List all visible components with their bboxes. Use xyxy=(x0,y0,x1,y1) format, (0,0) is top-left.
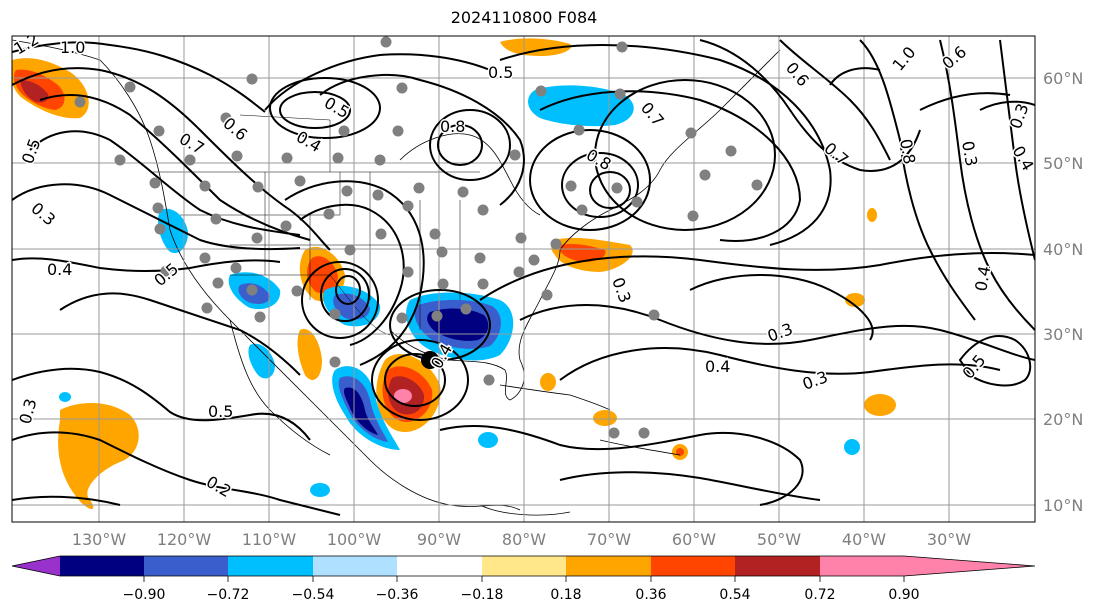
colorbar-underflow-triangle xyxy=(12,556,60,576)
contour-label: 0.8 xyxy=(440,117,465,136)
lon-label: 40°W xyxy=(842,530,886,549)
chart-title: 2024110800 F084 xyxy=(450,8,598,27)
colorbar-tick-label: −0.36 xyxy=(376,587,419,603)
colorbar-segment xyxy=(566,556,651,576)
colorbar-segment xyxy=(651,556,735,576)
colorbar-segment xyxy=(820,556,904,576)
colorbar-tick-label: −0.72 xyxy=(207,587,250,603)
colorbar-tick-label: −0.18 xyxy=(461,587,504,603)
colorbar-tick-label: 0.18 xyxy=(550,587,581,603)
colorbar-segment xyxy=(735,556,820,576)
station-dots xyxy=(74,36,763,439)
lat-label: 40°N xyxy=(1043,240,1083,259)
colorbar-segment xyxy=(144,556,228,576)
contour-label: 0.4 xyxy=(47,260,72,279)
lon-label: 80°W xyxy=(502,530,546,549)
contour-label: 1.0 xyxy=(60,38,85,57)
longitude-labels: 130°W 120°W 110°W 100°W 90°W 80°W 70°W 6… xyxy=(72,530,971,549)
colorbar-tick-label: 0.36 xyxy=(635,587,666,603)
colorbar-segment xyxy=(313,556,397,576)
colorbar-tick-label: −0.90 xyxy=(123,587,166,603)
colorbar: −0.90 −0.72 −0.54 −0.36 −0.18 0.18 0.36 … xyxy=(11,555,1036,603)
lon-label: 50°W xyxy=(757,530,801,549)
contour-lines xyxy=(12,39,1035,516)
colorbar-segment xyxy=(228,556,313,576)
contour-label: 0.4 xyxy=(705,357,730,376)
latitude-labels: 60°N 50°N 40°N 30°N 20°N 10°N xyxy=(1043,69,1083,515)
storm-center-marker xyxy=(421,351,439,369)
colorbar-tick-label: 0.54 xyxy=(719,587,750,603)
political-borders xyxy=(150,114,480,336)
colorbar-tick-label: 0.72 xyxy=(804,587,835,603)
lat-label: 60°N xyxy=(1043,69,1083,88)
colorbar-tick-label: 0.90 xyxy=(888,587,919,603)
lon-label: 120°W xyxy=(157,530,212,549)
lat-label: 30°N xyxy=(1043,325,1083,344)
lon-label: 100°W xyxy=(327,530,382,549)
lon-label: 30°W xyxy=(927,530,971,549)
colorbar-segment xyxy=(60,556,144,576)
lon-label: 130°W xyxy=(72,530,127,549)
coastlines xyxy=(12,39,781,516)
contour-label: 0.5 xyxy=(488,63,513,82)
lat-label: 50°N xyxy=(1043,154,1083,173)
lat-label: 20°N xyxy=(1043,410,1083,429)
colorbar-overflow-triangle xyxy=(904,556,1035,576)
lon-label: 110°W xyxy=(242,530,297,549)
lat-label: 10°N xyxy=(1043,496,1083,515)
colorbar-tick-label: −0.54 xyxy=(292,587,335,603)
lon-label: 70°W xyxy=(587,530,631,549)
graticule xyxy=(12,36,1035,522)
lon-label: 60°W xyxy=(672,530,716,549)
colorbar-segment xyxy=(482,556,566,576)
lon-label: 90°W xyxy=(417,530,461,549)
colorbar-segment xyxy=(397,556,482,576)
map-border xyxy=(11,35,1036,523)
contour-label: 0.5 xyxy=(208,402,233,421)
